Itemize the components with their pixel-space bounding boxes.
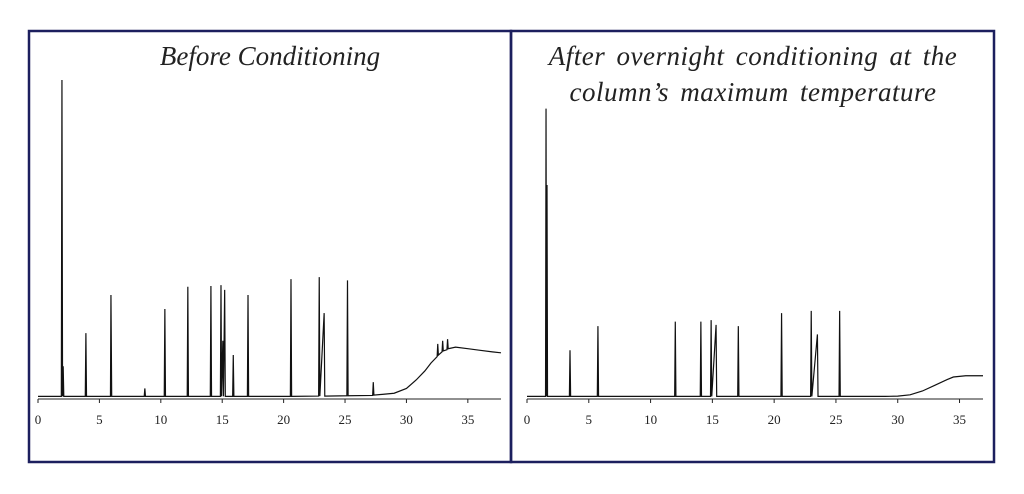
right-panel-frame — [509, 29, 996, 464]
x-tick-label: 0 — [524, 412, 531, 427]
x-tick-label: 30 — [400, 412, 413, 427]
x-tick-label: 35 — [461, 412, 474, 427]
x-tick-label: 25 — [829, 412, 842, 427]
x-tick-label: 25 — [339, 412, 352, 427]
left-panel-frame — [27, 29, 513, 464]
x-tick-label: 35 — [953, 412, 966, 427]
x-tick-label: 15 — [216, 412, 229, 427]
x-tick-label: 0 — [35, 412, 42, 427]
chart-title: After overnight conditioning at the colu… — [548, 41, 958, 107]
x-tick-label: 20 — [277, 412, 290, 427]
trace — [527, 108, 983, 398]
trace — [38, 79, 502, 398]
x-tick-label: 10 — [154, 412, 167, 427]
x-tick-label: 5 — [96, 412, 103, 427]
x-tick-label: 5 — [586, 412, 593, 427]
x-tick-label: 20 — [768, 412, 781, 427]
x-tick-label: 10 — [644, 412, 657, 427]
chart-title: Before Conditioning — [159, 41, 381, 71]
x-tick-label: 15 — [706, 412, 719, 427]
x-tick-label: 30 — [891, 412, 904, 427]
